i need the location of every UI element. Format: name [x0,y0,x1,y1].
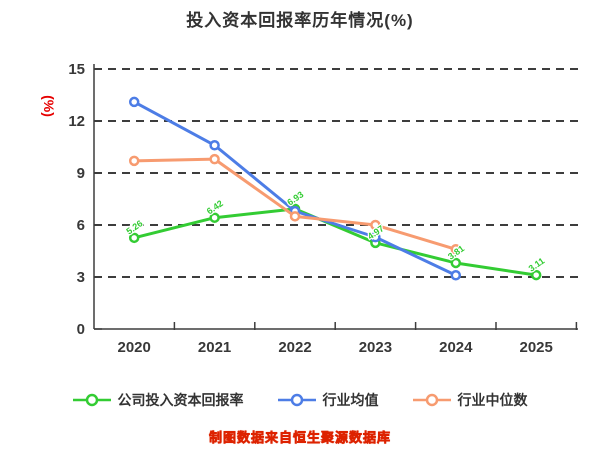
x-tick-label: 2020 [118,339,151,356]
x-tick-label: 2021 [198,339,231,356]
x-tick-label: 2022 [278,339,311,356]
data-point-industry-mean [370,231,381,243]
legend-item-label: 公司投入资本回报率 [117,392,244,408]
y-tick-label: 9 [77,165,85,182]
data-point-industry-mean [209,140,220,151]
data-point-company-roic [450,257,462,269]
y-tick-label: 12 [68,113,85,130]
legend-item-label: 行业均值 [322,392,379,408]
series-line-industry-mean [133,100,457,277]
legend-marker-industry-median-icon [412,393,451,407]
y-tick-label: 6 [77,217,85,234]
chart-title: 投入资本回报率历年情况(%) [186,11,414,30]
data-point-industry-median [128,155,140,167]
legend-item-label: 行业中位数 [457,392,528,408]
legend-marker-company-roic-icon [72,393,111,407]
data-point-industry-mean [128,96,140,108]
series-line-company-roic [133,207,537,277]
legend-marker-industry-mean-icon [277,393,316,407]
x-tick-label: 2023 [359,339,392,356]
data-point-industry-median [289,211,301,222]
x-tick-label: 2025 [520,339,553,356]
data-point-industry-mean [450,270,462,281]
legend: 公司投入资本回报率 行业均值 行业中位数 [0,386,600,414]
data-point-industry-median [370,219,381,231]
y-tick-label: 15 [68,61,85,78]
legend-item-company-roic[interactable]: 公司投入资本回报率 [72,390,244,410]
data-point-industry-median [209,153,220,165]
data-point-company-roic [209,212,220,223]
y-tick-label: 0 [77,321,85,338]
data-point-company-roic [128,232,140,244]
legend-item-industry-median[interactable]: 行业中位数 [412,390,528,410]
data-point-company-roic [530,269,542,281]
data-point-industry-median [450,244,462,255]
legend-item-industry-mean[interactable]: 行业均值 [277,390,379,410]
y-tick-label: 3 [77,269,85,286]
data-source-note: 制图数据来自恒生聚源数据库 [208,430,391,446]
x-tick-label: 2024 [439,339,473,356]
